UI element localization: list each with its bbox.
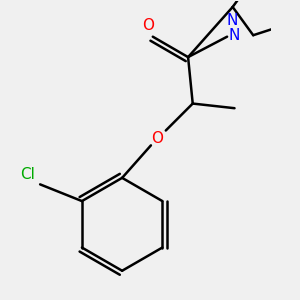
Text: O: O: [142, 18, 154, 33]
Text: N: N: [226, 13, 237, 28]
Text: O: O: [152, 131, 164, 146]
Text: Cl: Cl: [21, 167, 35, 182]
Text: N: N: [229, 28, 240, 43]
